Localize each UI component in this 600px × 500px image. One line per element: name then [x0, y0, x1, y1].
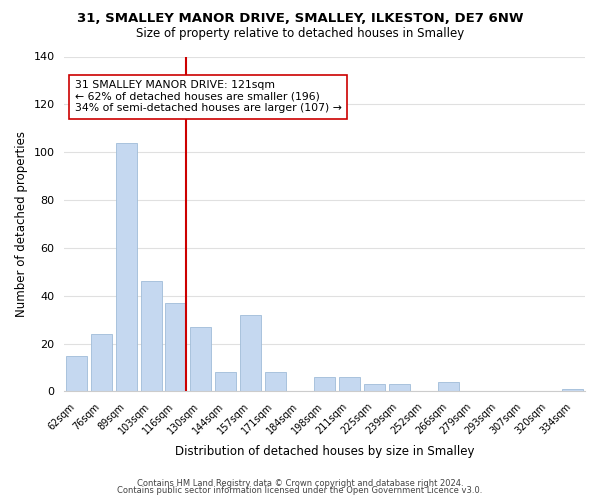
Bar [364, 384, 385, 392]
Bar [215, 372, 236, 392]
Bar [91, 334, 112, 392]
Text: Contains public sector information licensed under the Open Government Licence v3: Contains public sector information licen… [118, 486, 482, 495]
Bar [166, 303, 187, 392]
Bar [389, 384, 410, 392]
Bar [339, 377, 360, 392]
Y-axis label: Number of detached properties: Number of detached properties [15, 131, 28, 317]
Bar [562, 389, 583, 392]
Text: Size of property relative to detached houses in Smalley: Size of property relative to detached ho… [136, 28, 464, 40]
Bar [240, 315, 261, 392]
Bar [438, 382, 459, 392]
Bar [116, 142, 137, 392]
Text: Contains HM Land Registry data © Crown copyright and database right 2024.: Contains HM Land Registry data © Crown c… [137, 478, 463, 488]
Text: 31, SMALLEY MANOR DRIVE, SMALLEY, ILKESTON, DE7 6NW: 31, SMALLEY MANOR DRIVE, SMALLEY, ILKEST… [77, 12, 523, 26]
Bar [190, 327, 211, 392]
Bar [140, 282, 162, 392]
Text: 31 SMALLEY MANOR DRIVE: 121sqm
← 62% of detached houses are smaller (196)
34% of: 31 SMALLEY MANOR DRIVE: 121sqm ← 62% of … [75, 80, 341, 113]
Bar [314, 377, 335, 392]
X-axis label: Distribution of detached houses by size in Smalley: Distribution of detached houses by size … [175, 444, 475, 458]
Bar [265, 372, 286, 392]
Bar [66, 356, 88, 392]
